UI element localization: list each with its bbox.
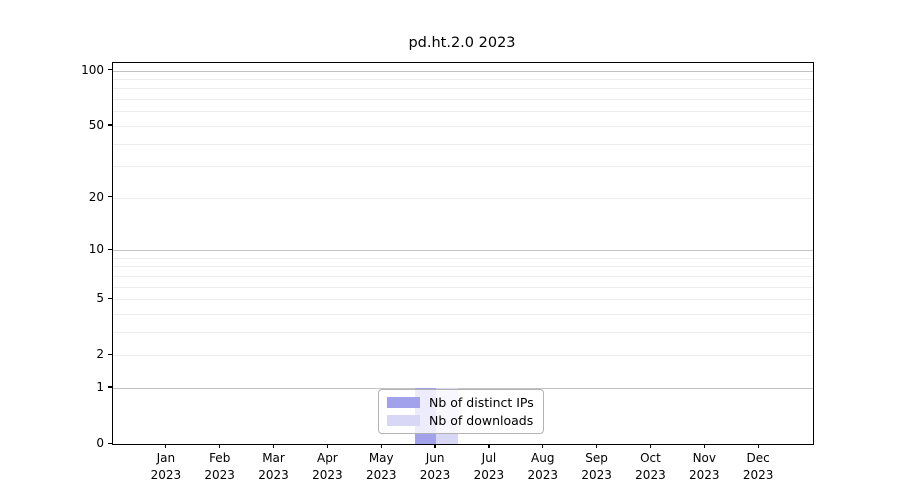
x-tick-month: Dec [746, 451, 770, 465]
y-tick-label-1: 1 [96, 379, 104, 394]
x-tick-month: Mar [262, 451, 285, 465]
gridline-30 [113, 166, 813, 168]
x-tick-month: Nov [692, 451, 716, 465]
x-tick-mark-feb [219, 444, 221, 448]
y-tick-label-0: 0 [96, 436, 104, 450]
x-tick-label-aug: Aug 2023 [511, 450, 575, 483]
gridline-50 [113, 125, 813, 127]
x-tick-mark-jul [488, 444, 490, 448]
gridline-2 [113, 355, 813, 357]
x-tick-label-sep: Sep 2023 [565, 450, 629, 483]
x-tick-year: 2023 [473, 467, 505, 482]
x-tick-year: 2023 [204, 467, 235, 482]
x-tick-label-nov: Nov 2023 [672, 450, 736, 483]
x-tick-month: Jun [425, 451, 445, 465]
gridline-1 [113, 387, 813, 389]
x-tick-month: Aug [531, 451, 555, 465]
y-tick-mark-1 [108, 386, 112, 388]
x-tick-year: 2023 [689, 467, 720, 482]
gridline-10 [113, 250, 813, 251]
x-tick-mark-apr [326, 444, 328, 448]
y-tick-mark-10 [108, 248, 112, 250]
x-tick-label-jul: Jul 2023 [457, 450, 521, 483]
gridline-100 [113, 70, 813, 72]
x-tick-mark-sep [596, 444, 598, 448]
x-tick-year: 2023 [635, 467, 666, 482]
y-tick-mark-100 [108, 69, 112, 71]
x-tick-mark-may [380, 444, 382, 448]
chart-title: pd.ht.2.0 2023 [408, 35, 516, 51]
legend-swatch-distinct-ips [387, 397, 420, 408]
x-tick-year: 2023 [527, 467, 559, 482]
legend-item-distinct-ips: Nb of distinct IPs [387, 395, 534, 410]
x-tick-mark-mar [272, 444, 275, 448]
gridline-8 [113, 266, 813, 268]
y-tick-mark-0 [108, 442, 112, 444]
y-tick-label-50: 50 [88, 117, 104, 132]
gridline-20 [113, 197, 813, 199]
x-tick-mark-dec [757, 444, 759, 448]
gridline-4 [113, 313, 813, 315]
x-tick-label-dec: Dec 2023 [726, 450, 790, 483]
x-tick-label-feb: Feb 2023 [188, 450, 252, 483]
gridline-3 [113, 331, 813, 333]
x-tick-label-mar: Mar 2023 [242, 450, 306, 483]
x-tick-year: 2023 [258, 467, 289, 482]
x-tick-mark-oct [649, 444, 652, 448]
y-tick-label-20: 20 [88, 189, 104, 204]
y-tick-label-100: 100 [81, 62, 104, 77]
gridline-40 [113, 143, 813, 145]
y-tick-mark-5 [108, 297, 112, 299]
x-tick-label-jun: Jun 2023 [403, 450, 467, 483]
y-tick-mark-50 [108, 124, 112, 126]
legend-label-distinct-ips: Nb of distinct IPs [429, 395, 534, 410]
legend-swatch-downloads [387, 415, 420, 426]
x-tick-month: Apr [316, 451, 338, 465]
y-tick-label-10: 10 [88, 242, 104, 256]
x-tick-mark-aug [542, 444, 544, 448]
x-tick-year: 2023 [419, 467, 451, 482]
plot-area: Nb of distinct IPs Nb of downloads [112, 62, 814, 445]
x-tick-year: 2023 [365, 467, 397, 482]
x-tick-mark-jan [165, 444, 167, 448]
x-tick-mark-nov [703, 444, 705, 448]
x-tick-month: Oct [640, 451, 661, 465]
legend: Nb of distinct IPs Nb of downloads [378, 389, 544, 434]
x-tick-year: 2023 [312, 467, 343, 482]
gridline-90 [113, 79, 813, 81]
x-tick-year: 2023 [150, 467, 182, 482]
y-tick-mark-20 [108, 196, 112, 198]
x-tick-month: Jan [156, 451, 176, 465]
x-tick-label-apr: Apr 2023 [295, 450, 359, 483]
gridline-9 [113, 257, 813, 259]
x-tick-month: Jul [481, 451, 497, 465]
gridline-60 [113, 111, 813, 113]
x-tick-month: Sep [585, 451, 608, 465]
gridline-80 [113, 88, 813, 90]
x-tick-month: May [368, 451, 394, 465]
x-tick-label-oct: Oct 2023 [618, 450, 682, 483]
legend-label-downloads: Nb of downloads [429, 413, 534, 428]
gridline-70 [113, 99, 813, 101]
y-tick-mark-2 [108, 353, 112, 355]
y-tick-label-2: 2 [96, 347, 104, 362]
x-tick-month: Feb [209, 451, 231, 465]
legend-item-downloads: Nb of downloads [387, 413, 534, 428]
gridline-5 [113, 299, 813, 301]
y-tick-label-5: 5 [96, 291, 104, 306]
x-tick-year: 2023 [742, 467, 774, 482]
gridline-6 [113, 286, 813, 288]
x-tick-year: 2023 [581, 467, 612, 482]
x-tick-label-jan: Jan 2023 [134, 450, 198, 483]
x-tick-mark-jun [434, 444, 436, 448]
gridline-7 [113, 275, 813, 277]
x-tick-label-may: May 2023 [349, 450, 413, 483]
